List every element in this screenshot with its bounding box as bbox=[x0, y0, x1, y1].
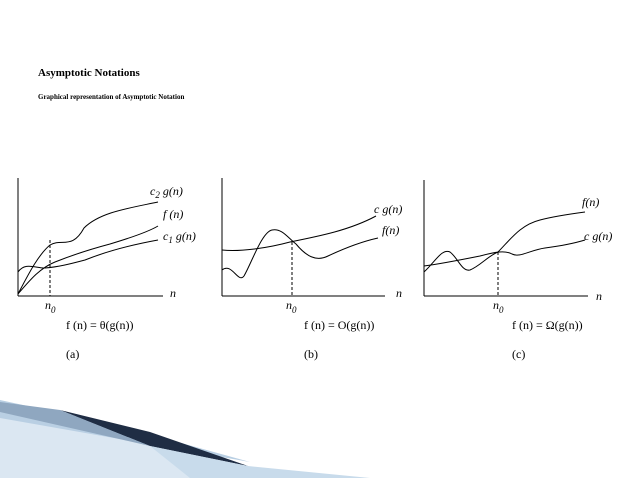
caption-c: (c) bbox=[512, 347, 525, 361]
curve-c2g-a bbox=[17, 201, 159, 295]
ribbon-dark bbox=[60, 410, 248, 466]
label-f-a: f (n) bbox=[163, 207, 183, 221]
label-n0-c: n0 bbox=[493, 298, 504, 315]
ribbon-tail bbox=[150, 446, 370, 478]
panel-a: c2 g(n) f (n) c1 g(n) n0 n f (n) = θ(g(n… bbox=[17, 178, 196, 361]
caption-b: (b) bbox=[304, 347, 318, 361]
curve-f-b bbox=[221, 229, 379, 279]
formula-c: f (n) = Ω(g(n)) bbox=[512, 318, 583, 332]
label-cg-c: c g(n) bbox=[584, 229, 612, 243]
curve-f-a bbox=[17, 225, 159, 295]
label-n0-b: n0 bbox=[286, 298, 297, 315]
panel-c: f(n) c g(n) n0 n f (n) = Ω(g(n)) (c) bbox=[423, 180, 612, 361]
curve-f-c bbox=[423, 211, 586, 273]
curve-cg-b bbox=[221, 215, 377, 251]
formula-a: f (n) = θ(g(n)) bbox=[66, 318, 134, 332]
curve-cg-c bbox=[423, 239, 586, 267]
panel-b: c g(n) f(n) n0 n f (n) = O(g(n)) (b) bbox=[221, 178, 402, 361]
label-c1g-a: c1 g(n) bbox=[163, 229, 196, 245]
label-f-b: f(n) bbox=[382, 223, 399, 237]
label-axis-n-c: n bbox=[596, 289, 602, 303]
page-title: Asymptotic Notations bbox=[38, 67, 140, 79]
page-subtitle: Graphical representation of Asymptotic N… bbox=[38, 93, 185, 101]
label-axis-n-a: n bbox=[170, 286, 176, 300]
label-c2g-a: c2 g(n) bbox=[150, 184, 183, 200]
caption-a: (a) bbox=[66, 347, 79, 361]
decorative-ribbon bbox=[0, 400, 370, 478]
label-axis-n-b: n bbox=[396, 286, 402, 300]
ribbon-light bbox=[0, 402, 300, 478]
curve-c1g-a bbox=[17, 239, 159, 273]
label-n0-a: n0 bbox=[45, 298, 56, 315]
label-cg-b: c g(n) bbox=[374, 202, 402, 216]
label-f-c: f(n) bbox=[582, 195, 599, 209]
formula-b: f (n) = O(g(n)) bbox=[304, 318, 374, 332]
ribbon-hatch bbox=[0, 402, 150, 446]
